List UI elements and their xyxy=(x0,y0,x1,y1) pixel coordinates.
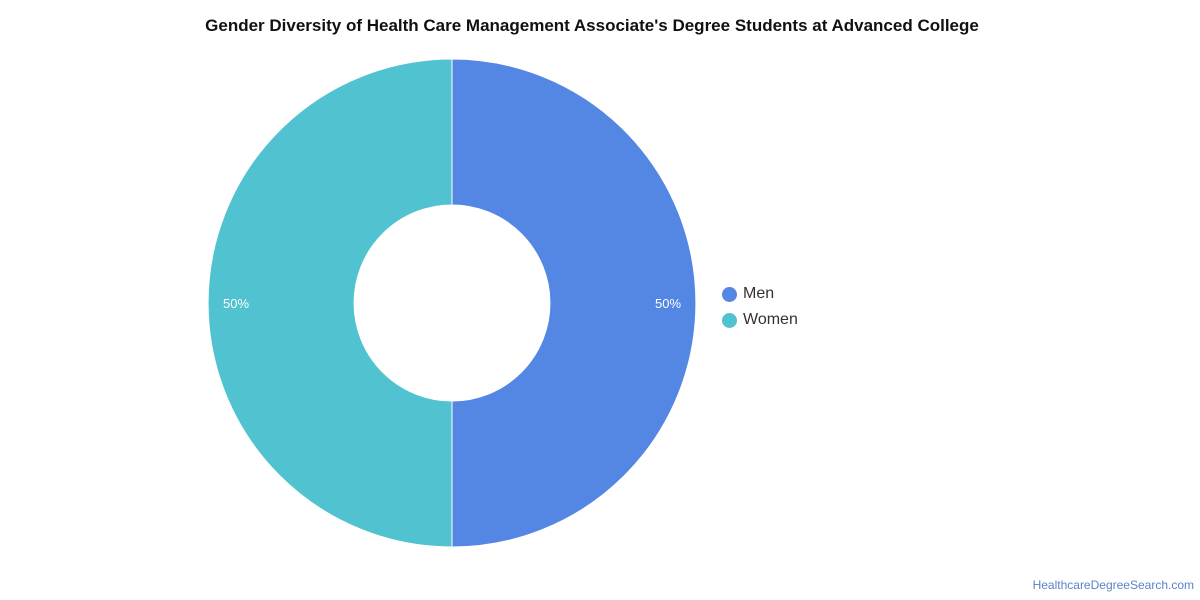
slice-label-women: 50% xyxy=(223,296,249,311)
chart-title: Gender Diversity of Health Care Manageme… xyxy=(205,16,979,35)
legend-label-women: Women xyxy=(743,311,798,328)
legend: Men Women xyxy=(722,281,798,333)
source-link[interactable]: HealthcareDegreeSearch.com xyxy=(1032,578,1194,592)
legend-swatch-men xyxy=(722,286,737,302)
slice-label-men: 50% xyxy=(655,296,681,311)
slice-women[interactable] xyxy=(207,58,453,548)
legend-item-men[interactable]: Men xyxy=(722,281,798,307)
legend-swatch-women xyxy=(722,312,737,328)
legend-label-men: Men xyxy=(743,285,775,302)
slice-men[interactable] xyxy=(451,58,697,548)
legend-item-women[interactable]: Women xyxy=(722,307,798,333)
